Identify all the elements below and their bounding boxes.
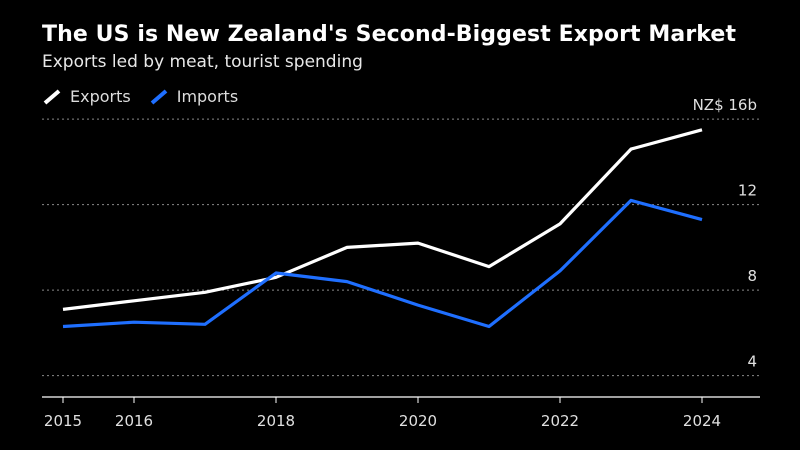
x-tick-label-2016: 2016: [115, 412, 153, 430]
chart-title: The US is New Zealand's Second-Biggest E…: [42, 22, 737, 47]
x-tick-label-2024: 2024: [683, 412, 721, 430]
series-line-imports: [62, 198, 703, 329]
legend-item-imports: Imports: [149, 87, 238, 106]
chart-subtitle: Exports led by meat, tourist spending: [42, 52, 363, 72]
legend-label-imports: Imports: [176, 87, 239, 106]
legend-item-exports: Exports: [42, 87, 131, 106]
series-line-exports: [62, 128, 703, 311]
x-tick-label-2020: 2020: [399, 412, 437, 430]
legend-label-exports: Exports: [70, 87, 131, 106]
x-tick-label-2022: 2022: [541, 412, 579, 430]
y-tick-label-4: 4: [747, 353, 757, 371]
x-tick-label-2018: 2018: [257, 412, 295, 430]
y-tick-label-16: NZ$ 16b: [693, 96, 757, 114]
imports-line-swatch-icon: [150, 88, 168, 105]
exports-line-swatch-icon: [43, 88, 61, 105]
legend: Exports Imports: [42, 87, 238, 106]
y-tick-label-12: 12: [738, 182, 757, 200]
x-tick-label-2015: 2015: [44, 412, 82, 430]
y-tick-label-8: 8: [747, 267, 757, 285]
